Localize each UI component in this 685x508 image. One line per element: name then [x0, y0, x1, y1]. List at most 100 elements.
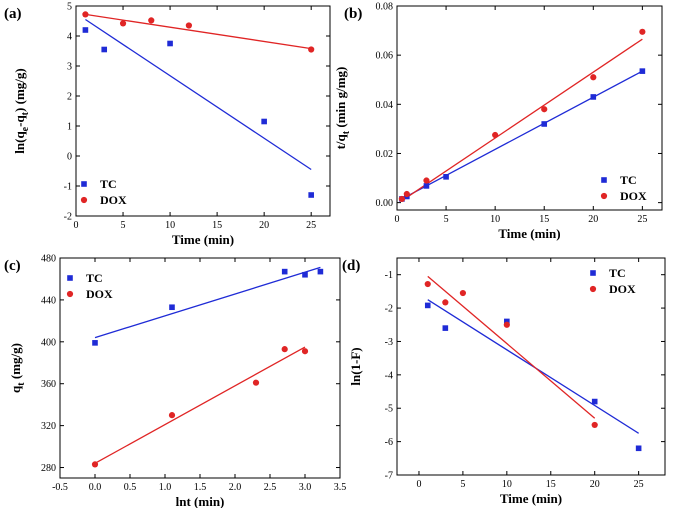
panel-b: 0 5 10 15 20 25 0.00 0.02 0.04 0.06 0.08 (b) Time (m… — [333, 2, 663, 241]
data-point-dox — [424, 280, 431, 288]
x-tick-label: 0 — [416, 479, 421, 490]
y-tick-label: 0.00 — [376, 198, 394, 209]
data-point-dox — [308, 46, 315, 53]
y-tick-label: 0.08 — [376, 2, 394, 13]
y-tick-label: 0.04 — [376, 100, 394, 111]
data-point-tc — [167, 40, 173, 47]
legend: TC DOX — [600, 173, 647, 203]
x-tick-label: 0.0 — [89, 482, 102, 493]
y-tick-label: 0.02 — [376, 149, 394, 160]
data-point-tc — [92, 340, 98, 346]
data-point-tc — [590, 94, 597, 100]
y-axis-label-part: ) (mg/g) — [12, 68, 27, 112]
fit-line-tc — [85, 18, 312, 171]
data-point-tc — [504, 318, 510, 325]
x-tick-label: 2.0 — [229, 482, 242, 493]
y-tick-label: -1 — [64, 182, 72, 193]
fit-line-dox — [85, 13, 312, 50]
data-point-tc — [317, 268, 324, 275]
x-tick-label: 20 — [588, 214, 598, 225]
fit-line-tc — [401, 70, 643, 200]
x-tick-label: 2.5 — [264, 482, 277, 493]
y-axis-label-part: ln(q — [12, 131, 27, 154]
plot-frame — [75, 5, 331, 217]
y-axis-label: ln(1-F) — [348, 347, 363, 385]
y-axis-label: qt (mg/g) — [8, 343, 27, 393]
x-tick-label: 15 — [539, 214, 549, 225]
x-axis-label: lnt (min) — [176, 494, 225, 508]
x-axis-label: Time (min) — [498, 226, 560, 241]
x-axis-label: Time (min) — [500, 491, 562, 506]
x-tick-label: 15 — [546, 479, 556, 490]
data-point-tc — [635, 445, 642, 452]
y-tick-label: 480 — [41, 254, 56, 265]
legend-marker-tc — [81, 181, 87, 187]
data-point-tc — [423, 183, 430, 189]
y-axis-label-subscript: t — [341, 130, 352, 134]
y-tick-label: -4 — [385, 370, 393, 381]
plot-frame — [396, 5, 663, 211]
data-point-dox — [423, 177, 430, 184]
legend-marker-tc — [601, 177, 607, 183]
x-tick-label: 3.5 — [334, 482, 347, 493]
y-axis-label-part: -q — [12, 115, 27, 127]
y-tick-label: 360 — [41, 379, 56, 390]
y-tick-label: 400 — [41, 337, 56, 348]
x-tick-label: 1.0 — [159, 482, 172, 493]
x-tick-label: 0 — [395, 214, 400, 225]
x-tick-label: 5 — [444, 214, 449, 225]
data-point-tc — [591, 398, 598, 405]
y-axis-label-subscript: e — [20, 126, 31, 131]
panel-label: (d) — [342, 258, 360, 274]
legend: TC DOX — [589, 266, 636, 296]
y-tick-label: 0.06 — [376, 51, 394, 62]
x-tick-label: -0.5 — [52, 482, 68, 493]
data-point-tc — [82, 27, 89, 33]
legend-label-dox: DOX — [609, 282, 636, 296]
panel-d: 0 5 10 15 20 25 -7 -6 -5 -4 -3 -2 -1 (d) Time (min) ln(… — [342, 257, 666, 506]
y-axis-label-part: (min g/mg) — [333, 67, 348, 131]
data-point-dox — [590, 74, 597, 81]
legend: TC DOX — [80, 177, 127, 207]
data-point-tc — [302, 271, 308, 278]
legend: TC DOX — [66, 271, 113, 301]
panel-a: 0 5 10 15 20 25 -2 -1 0 1 2 3 4 5 (a) Time (min) ln(qe-q… — [4, 2, 331, 247]
data-point-dox — [91, 461, 99, 468]
y-tick-label: -6 — [385, 437, 393, 448]
y-tick-label: -7 — [385, 471, 393, 482]
y-axis-label-subscript: t — [20, 111, 31, 115]
x-tick-label: 25 — [637, 214, 647, 225]
data-point-dox — [459, 289, 467, 297]
data-point-dox — [301, 348, 309, 355]
x-tick-label: 0 — [74, 220, 79, 231]
data-point-dox — [185, 22, 192, 29]
data-point-tc — [101, 46, 108, 53]
legend-label-dox: DOX — [620, 189, 647, 203]
y-axis-label: ln(qe-qt) (mg/g) — [12, 68, 31, 153]
x-tick-label: 10 — [490, 214, 500, 225]
legend-marker-dox — [600, 192, 608, 200]
data-point-dox — [168, 412, 176, 419]
legend-label-tc: TC — [609, 266, 626, 280]
y-tick-label: -3 — [385, 337, 393, 348]
y-tick-label: 3 — [67, 62, 72, 73]
data-point-tc — [169, 304, 175, 311]
data-point-dox — [82, 11, 89, 18]
data-point-dox — [591, 421, 598, 429]
y-axis-label-part: ln(1-F) — [348, 347, 363, 385]
y-tick-label: 280 — [41, 463, 56, 474]
data-point-dox — [639, 28, 646, 35]
fit-line-dox — [94, 346, 306, 464]
x-tick-label: 1.5 — [194, 482, 207, 493]
x-tick-label: 25 — [306, 220, 316, 231]
legend-marker-dox — [80, 196, 88, 204]
x-tick-label: 0.5 — [124, 482, 137, 493]
legend-label-tc: TC — [86, 271, 103, 285]
legend-label-tc: TC — [620, 173, 637, 187]
y-tick-label: -2 — [385, 304, 393, 315]
y-axis-label-part: (mg/g) — [8, 343, 23, 382]
x-tick-label: 20 — [590, 479, 600, 490]
x-tick-label: 25 — [634, 479, 644, 490]
panel-label: (b) — [344, 6, 362, 22]
